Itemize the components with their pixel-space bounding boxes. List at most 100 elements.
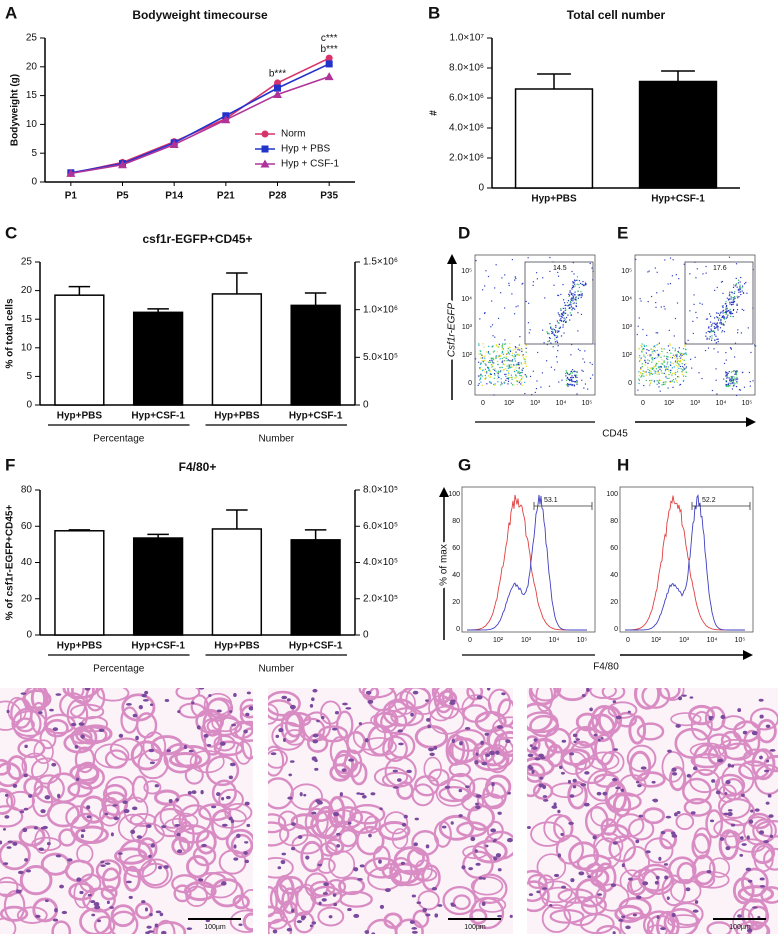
marker: [261, 130, 269, 138]
nucleus: [740, 836, 744, 840]
event-dot: [732, 309, 735, 311]
event-dot: [638, 379, 641, 381]
alveolus: [96, 688, 130, 702]
event-dot: [693, 303, 695, 305]
event-dot: [576, 276, 579, 278]
event-dot: [592, 374, 594, 376]
event-dot: [653, 366, 655, 368]
event-dot: [671, 367, 673, 369]
event-dot: [508, 377, 510, 379]
alveolus: [328, 850, 356, 879]
event-dot: [736, 382, 738, 384]
panel-letter: E: [617, 223, 628, 242]
nucleus: [666, 896, 670, 901]
alveolus: [343, 749, 363, 778]
event-dot: [724, 311, 727, 313]
event-dot: [730, 312, 732, 314]
nucleus: [86, 815, 92, 819]
event-dot: [679, 360, 681, 362]
event-dot: [542, 277, 544, 279]
histogram-trace: [467, 494, 587, 631]
event-dot: [569, 307, 571, 309]
event-dot: [519, 343, 521, 345]
event-dot: [557, 331, 559, 333]
alveolus: [135, 712, 158, 739]
event-dot: [687, 339, 689, 342]
nucleus: [236, 833, 241, 839]
event-dot: [582, 280, 584, 283]
event-dot: [679, 361, 682, 363]
nucleus: [637, 784, 642, 788]
event-dot: [739, 288, 742, 290]
event-dot: [680, 354, 682, 356]
event-dot: [678, 347, 680, 349]
event-dot: [663, 366, 666, 368]
event-dot: [507, 378, 510, 380]
nucleus: [333, 902, 338, 907]
nucleus: [720, 714, 726, 720]
event-dot: [717, 319, 720, 321]
nucleus: [288, 773, 293, 777]
event-dot: [735, 283, 738, 285]
nucleus: [534, 757, 541, 761]
event-dot: [675, 360, 677, 362]
alveolus: [329, 763, 352, 782]
event-dot: [722, 323, 724, 325]
event-dot: [738, 289, 740, 291]
event-dot: [736, 370, 738, 372]
event-dot: [501, 277, 503, 279]
event-dot: [537, 351, 539, 354]
event-dot: [651, 373, 653, 376]
event-dot: [513, 313, 516, 315]
event-dot: [735, 371, 737, 373]
event-dot: [557, 330, 559, 332]
nucleus: [437, 904, 443, 907]
alveolus: [0, 700, 22, 731]
nucleus: [587, 875, 592, 878]
event-dot: [664, 368, 667, 371]
nucleus: [200, 789, 204, 795]
event-dot: [655, 365, 657, 367]
event-dot: [572, 303, 574, 305]
event-dot: [577, 348, 580, 350]
event-dot: [521, 349, 523, 351]
event-dot: [571, 286, 574, 289]
alveolus: [637, 863, 674, 892]
event-dot: [508, 282, 510, 284]
event-dot: [479, 377, 482, 379]
alveolus: [689, 768, 721, 794]
event-dot: [658, 360, 660, 363]
y-axis-label: Csf1r-EGFP: [447, 303, 458, 358]
event-dot: [712, 330, 714, 332]
event-dot: [652, 369, 655, 371]
event-dot: [576, 383, 579, 385]
event-dot: [572, 384, 574, 386]
alveolus: [213, 740, 244, 757]
nucleus: [238, 923, 243, 926]
event-dot: [658, 382, 660, 384]
event-dot: [495, 370, 497, 372]
event-dot: [483, 359, 485, 362]
x-tick-label: 10⁴: [549, 637, 560, 644]
event-dot: [493, 377, 495, 379]
event-dot: [567, 383, 570, 385]
event-dot: [510, 364, 512, 366]
event-dot: [504, 343, 507, 345]
nucleus: [763, 769, 770, 773]
y2-tick-label: 4.0×10⁵: [363, 557, 398, 568]
alveolus: [268, 813, 287, 834]
event-dot: [663, 305, 665, 308]
event-dot: [497, 363, 499, 366]
event-dot: [736, 332, 739, 334]
event-dot: [675, 371, 677, 374]
event-dot: [569, 384, 571, 386]
nucleus: [719, 837, 725, 841]
event-dot: [654, 372, 656, 374]
event-dot: [726, 305, 728, 307]
alveolus: [541, 904, 572, 933]
event-dot: [724, 321, 727, 323]
x-tick-label: 0: [481, 400, 485, 407]
event-dot: [574, 308, 576, 310]
alveolus: [527, 880, 550, 913]
event-dot: [570, 377, 572, 379]
